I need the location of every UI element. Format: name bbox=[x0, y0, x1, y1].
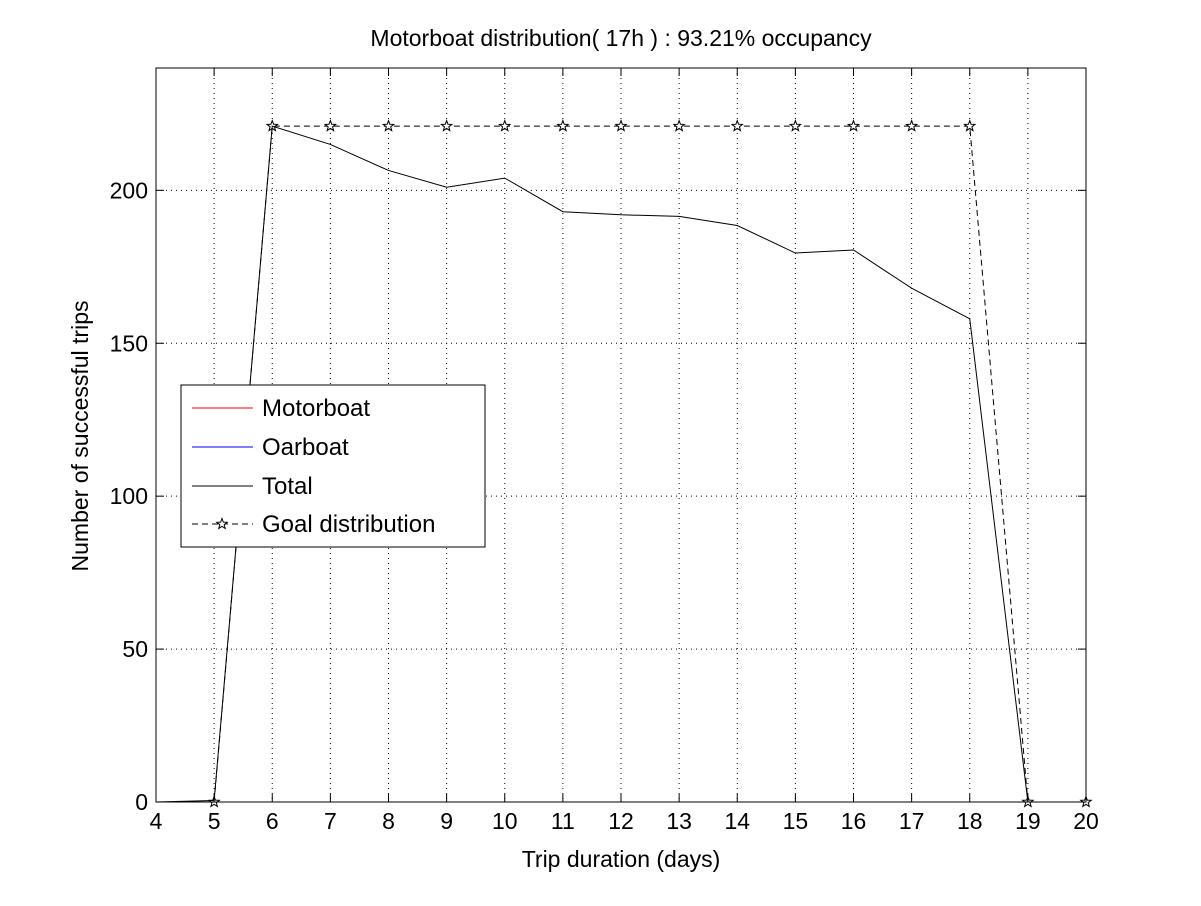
y-tick-label: 50 bbox=[122, 636, 148, 662]
x-tick-label: 19 bbox=[1015, 808, 1041, 834]
x-tick-label: 7 bbox=[324, 808, 337, 834]
series-line-goal-distribution bbox=[213, 125, 1086, 803]
data-point-goal-distribution bbox=[963, 119, 977, 132]
y-tick-label: 0 bbox=[135, 789, 148, 815]
x-tick-label: 14 bbox=[724, 808, 750, 834]
x-tick-label: 9 bbox=[440, 808, 453, 834]
legend-label-goal: Goal distribution bbox=[262, 511, 435, 538]
x-tick-label: 20 bbox=[1073, 808, 1099, 834]
x-tick-label: 18 bbox=[957, 808, 983, 834]
data-point-goal-distribution bbox=[381, 119, 396, 132]
data-point-goal-distribution bbox=[498, 119, 512, 132]
data-point-goal-distribution bbox=[440, 119, 454, 132]
legend-label-total: Total bbox=[262, 473, 313, 500]
x-tick-label: 17 bbox=[899, 808, 925, 834]
x-tick-label: 10 bbox=[492, 808, 518, 834]
x-tick-label: 4 bbox=[150, 808, 163, 834]
data-point-goal-distribution bbox=[556, 119, 570, 132]
legend: Motorboat Oarboat Total Goal distributio… bbox=[180, 384, 486, 548]
data-point-goal-distribution bbox=[905, 119, 919, 132]
x-tick-label: 11 bbox=[551, 808, 575, 834]
x-tick-label: 5 bbox=[208, 808, 221, 834]
x-axis-title: Trip duration (days) bbox=[522, 846, 721, 872]
chart-title: Motorboat distribution( 17h ) : 93.21% o… bbox=[370, 25, 872, 51]
x-tick-label: 6 bbox=[266, 808, 279, 834]
x-tick-label: 16 bbox=[841, 808, 867, 834]
data-point-goal-distribution bbox=[672, 119, 686, 132]
series-line-total bbox=[155, 125, 1086, 803]
legend-label-motorboat: Motorboat bbox=[262, 395, 370, 422]
x-tick-label: 13 bbox=[666, 808, 692, 834]
data-point-goal-distribution bbox=[614, 119, 628, 132]
data-point-goal-distribution bbox=[730, 119, 744, 132]
x-tick-label: 8 bbox=[382, 808, 395, 834]
x-tick-label: 15 bbox=[783, 808, 809, 834]
data-point-goal-distribution bbox=[846, 119, 861, 132]
y-tick-label: 150 bbox=[110, 330, 148, 356]
legend-box bbox=[180, 384, 486, 548]
data-point-goal-distribution bbox=[323, 119, 337, 132]
x-tick-label: 12 bbox=[608, 808, 634, 834]
legend-star-icon bbox=[215, 517, 229, 530]
data-point-goal-distribution bbox=[788, 119, 802, 132]
legend-label-oarboat: Oarboat bbox=[262, 434, 349, 461]
y-axis-title: Number of successful trips bbox=[67, 301, 93, 572]
y-tick-label: 200 bbox=[110, 177, 148, 203]
y-tick-label: 100 bbox=[110, 483, 148, 509]
